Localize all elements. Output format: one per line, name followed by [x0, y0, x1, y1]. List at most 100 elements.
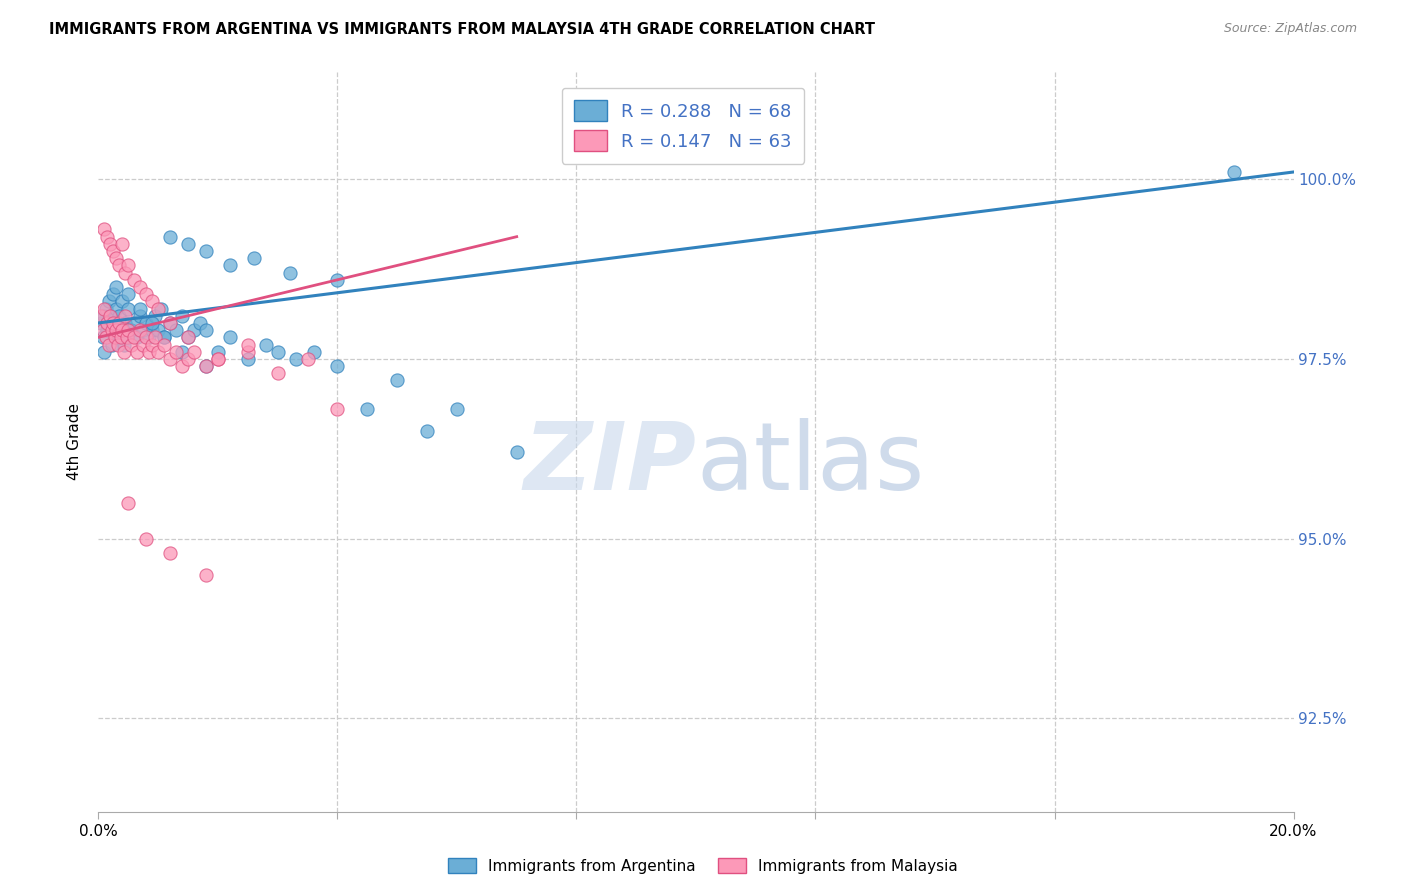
Point: [114, 316, 136, 330]
Point: [96, 229, 118, 244]
Point: [108, 259, 131, 273]
Point: [115, 330, 138, 344]
Point: [124, 316, 146, 330]
Point: [98, 309, 122, 323]
Point: [107, 330, 129, 344]
Point: [236, 344, 259, 359]
Point: [141, 323, 163, 337]
Text: IMMIGRANTS FROM ARGENTINA VS IMMIGRANTS FROM MALAYSIA 4TH GRADE CORRELATION CHAR: IMMIGRANTS FROM ARGENTINA VS IMMIGRANTS …: [49, 22, 875, 37]
Point: [129, 301, 152, 316]
Point: [148, 344, 170, 359]
Point: [141, 316, 163, 330]
Point: [183, 344, 205, 359]
Point: [138, 330, 160, 344]
Point: [278, 266, 301, 280]
Point: [326, 402, 349, 417]
Point: [103, 287, 125, 301]
Y-axis label: 4th Grade: 4th Grade: [67, 403, 83, 480]
Text: atlas: atlas: [696, 417, 924, 509]
Point: [105, 323, 128, 337]
Point: [195, 244, 218, 258]
Point: [148, 323, 170, 337]
Point: [236, 351, 259, 366]
Point: [150, 301, 173, 316]
Point: [177, 330, 200, 344]
Point: [129, 309, 152, 323]
Point: [112, 344, 135, 359]
Point: [90, 316, 112, 330]
Point: [148, 301, 170, 316]
Point: [100, 323, 122, 337]
Point: [195, 567, 218, 582]
Point: [153, 330, 176, 344]
Point: [124, 330, 146, 344]
Text: ZIP: ZIP: [523, 417, 696, 509]
Point: [129, 323, 152, 337]
Point: [153, 337, 176, 351]
Point: [153, 330, 176, 344]
Point: [104, 316, 127, 330]
Point: [297, 351, 319, 366]
Point: [117, 301, 139, 316]
Point: [159, 351, 181, 366]
Point: [91, 323, 114, 337]
Point: [127, 330, 149, 344]
Point: [385, 374, 409, 388]
Point: [356, 402, 378, 417]
Point: [135, 316, 157, 330]
Point: [90, 309, 112, 323]
Point: [98, 294, 121, 309]
Point: [195, 323, 218, 337]
Point: [93, 222, 115, 236]
Point: [138, 344, 160, 359]
Point: [143, 309, 166, 323]
Point: [267, 344, 290, 359]
Point: [219, 259, 242, 273]
Point: [132, 323, 155, 337]
Point: [103, 316, 125, 330]
Point: [129, 280, 152, 294]
Point: [127, 344, 149, 359]
Point: [172, 344, 194, 359]
Point: [105, 301, 128, 316]
Point: [135, 532, 157, 546]
Point: [135, 330, 157, 344]
Point: [117, 259, 139, 273]
Point: [100, 337, 122, 351]
Point: [93, 344, 115, 359]
Point: [135, 287, 157, 301]
Point: [219, 330, 242, 344]
Point: [195, 359, 218, 373]
Point: [326, 273, 349, 287]
Point: [1223, 165, 1246, 179]
Point: [107, 337, 129, 351]
Point: [114, 309, 136, 323]
Point: [446, 402, 468, 417]
Point: [188, 316, 211, 330]
Point: [159, 546, 181, 560]
Point: [172, 359, 194, 373]
Point: [159, 229, 181, 244]
Point: [117, 495, 139, 509]
Point: [141, 337, 163, 351]
Point: [326, 359, 349, 373]
Point: [108, 309, 131, 323]
Point: [96, 323, 118, 337]
Point: [243, 252, 266, 266]
Point: [98, 309, 122, 323]
Point: [110, 330, 132, 344]
Point: [93, 301, 115, 316]
Point: [110, 323, 132, 337]
Point: [120, 337, 142, 351]
Point: [94, 330, 117, 344]
Point: [98, 337, 121, 351]
Point: [111, 323, 134, 337]
Point: [159, 316, 181, 330]
Point: [104, 330, 127, 344]
Point: [284, 351, 307, 366]
Point: [108, 316, 131, 330]
Point: [172, 309, 194, 323]
Point: [132, 337, 155, 351]
Point: [114, 266, 136, 280]
Point: [416, 424, 439, 438]
